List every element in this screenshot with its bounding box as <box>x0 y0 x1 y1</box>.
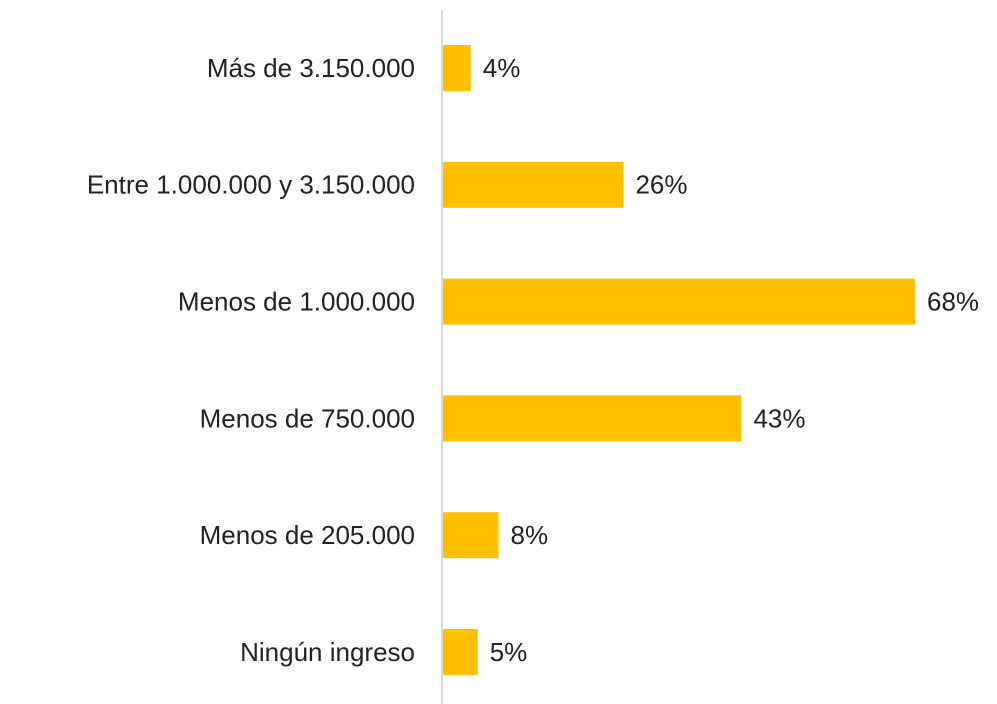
category-label: Menos de 205.000 <box>200 520 415 550</box>
category-label: Entre 1.000.000 y 3.150.000 <box>87 170 415 200</box>
category-label: Menos de 750.000 <box>200 403 415 433</box>
bar <box>443 278 915 325</box>
data-label: 26% <box>635 170 687 200</box>
data-label: 43% <box>753 403 805 433</box>
bar <box>443 161 624 208</box>
data-label: 68% <box>927 286 979 316</box>
data-label: 4% <box>483 53 521 83</box>
category-label: Más de 3.150.000 <box>207 53 415 83</box>
bar <box>443 512 499 559</box>
category-label: Ningún ingreso <box>240 637 415 667</box>
category-label: Menos de 1.000.000 <box>178 286 415 316</box>
data-label: 8% <box>511 520 549 550</box>
data-label: 5% <box>490 637 528 667</box>
bar <box>443 629 478 675</box>
bar <box>443 395 742 442</box>
bar <box>443 45 471 91</box>
